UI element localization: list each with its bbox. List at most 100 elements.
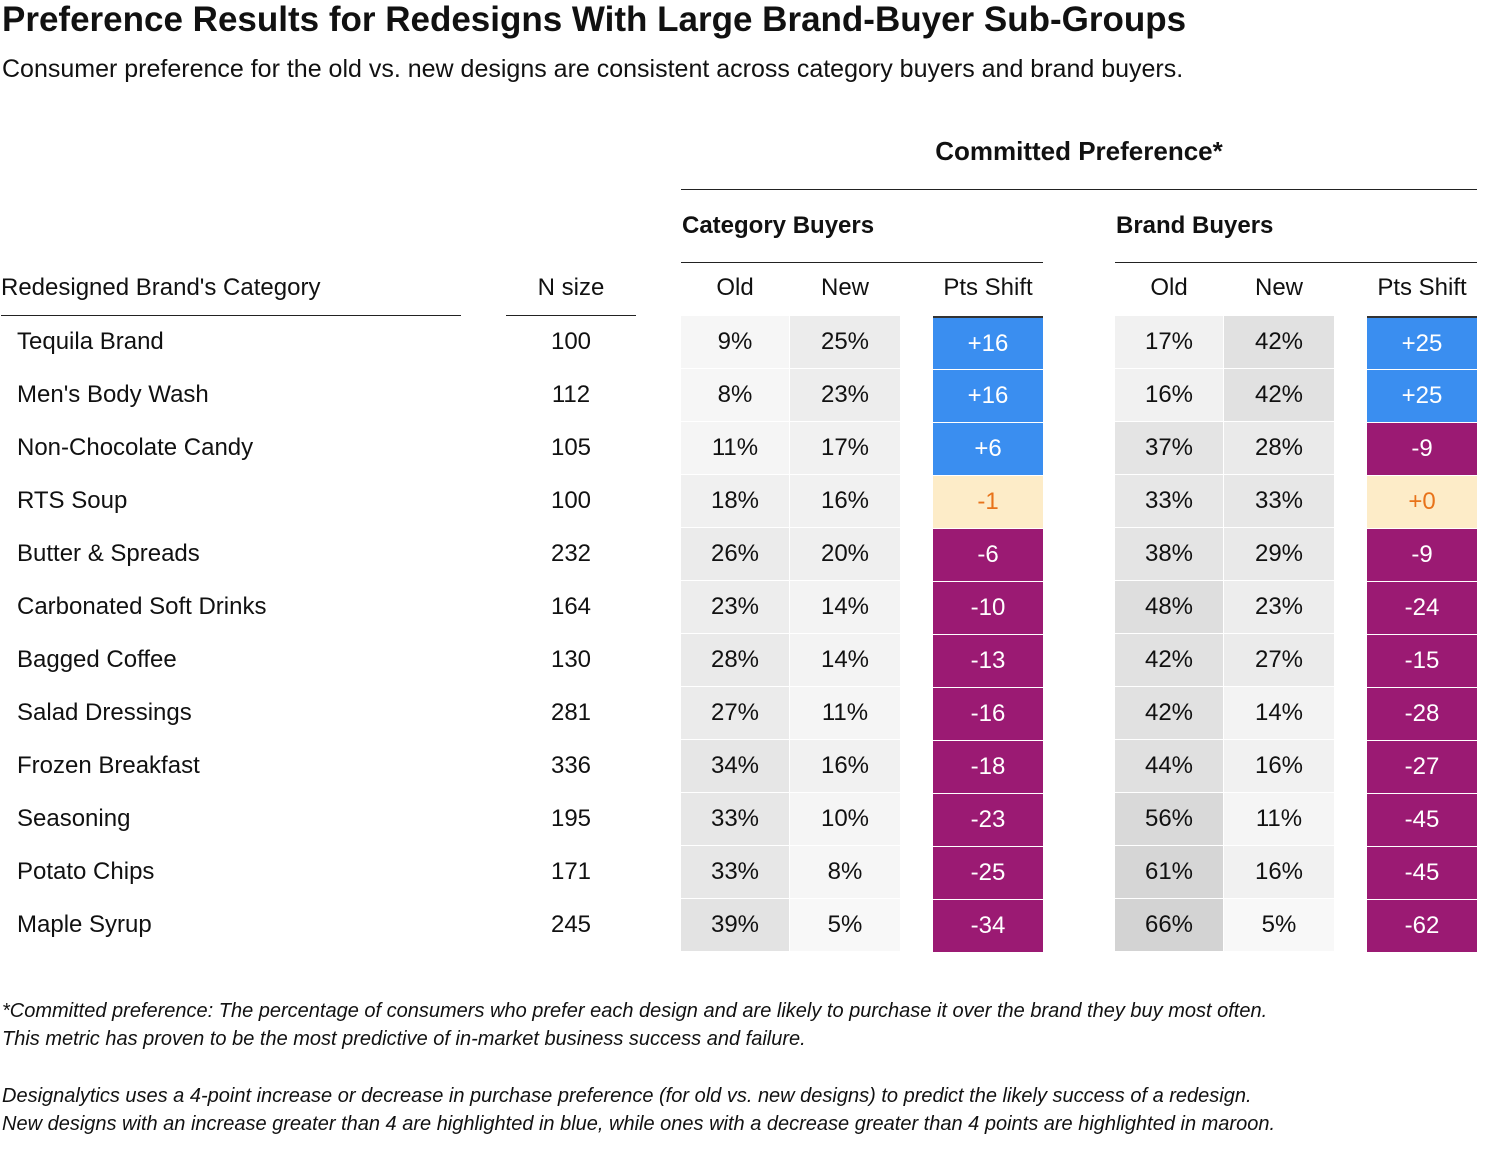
cell-category: Men's Body Wash <box>17 381 209 408</box>
cell-brand-shift: +0 <box>1367 475 1477 528</box>
cell-category: Tequila Brand <box>17 328 164 355</box>
cell-n-size: 105 <box>550 434 592 461</box>
group-header-rule <box>681 189 1477 190</box>
cell-n-size: 232 <box>550 540 592 567</box>
cell-cat-shift: -6 <box>933 528 1043 581</box>
cell-cat-shift: +16 <box>933 369 1043 422</box>
cell-brand-shift: -24 <box>1367 581 1477 634</box>
cell-brand-old: 33% <box>1115 475 1223 527</box>
subgroup-rule-brand <box>1115 262 1477 263</box>
col-header-n-size: N size <box>537 274 605 301</box>
header-rule-n-size <box>506 315 636 316</box>
footnote-1: *Committed preference: The percentage of… <box>2 1000 1268 1022</box>
subgroup-label-category-buyers: Category Buyers <box>682 212 875 239</box>
cell-cat-new: 23% <box>790 369 900 421</box>
cell-brand-old: 16% <box>1115 369 1223 421</box>
cell-cat-shift: -10 <box>933 581 1043 634</box>
cell-cat-new: 16% <box>790 475 900 527</box>
cell-cat-new: 14% <box>790 581 900 633</box>
cell-brand-old: 17% <box>1115 316 1223 368</box>
col-header-brand-new: New <box>1254 274 1303 301</box>
cell-brand-new: 16% <box>1224 846 1334 898</box>
cell-brand-old: 42% <box>1115 687 1223 739</box>
cell-n-size: 171 <box>550 858 592 885</box>
cell-n-size: 164 <box>550 593 592 620</box>
cell-cat-old: 26% <box>681 528 789 580</box>
cell-cat-old: 39% <box>681 899 789 951</box>
cell-brand-new: 29% <box>1224 528 1334 580</box>
cell-brand-shift: -45 <box>1367 846 1477 899</box>
cell-brand-new: 16% <box>1224 740 1334 792</box>
cell-cat-shift: -25 <box>933 846 1043 899</box>
cell-cat-old: 11% <box>681 422 789 474</box>
cell-cat-shift: -18 <box>933 740 1043 793</box>
col-header-brand-old: Old <box>1150 274 1188 301</box>
cell-brand-shift: -45 <box>1367 793 1477 846</box>
cell-brand-old: 44% <box>1115 740 1223 792</box>
cell-n-size: 245 <box>550 911 592 938</box>
cell-cat-shift: -34 <box>933 899 1043 952</box>
cell-cat-new: 11% <box>790 687 900 739</box>
cell-cat-new: 5% <box>790 899 900 951</box>
cell-cat-new: 16% <box>790 740 900 792</box>
cell-cat-new: 8% <box>790 846 900 898</box>
cell-brand-new: 42% <box>1224 316 1334 368</box>
cell-n-size: 130 <box>550 646 592 673</box>
chart-title: Preference Results for Redesigns With La… <box>2 0 1187 39</box>
cell-cat-old: 27% <box>681 687 789 739</box>
col-header-brand-shift: Pts Shift <box>1377 274 1467 301</box>
col-header-category: Redesigned Brand's Category <box>1 274 321 301</box>
cell-cat-old: 33% <box>681 846 789 898</box>
cell-category: Maple Syrup <box>17 911 152 938</box>
cell-category: Salad Dressings <box>17 699 192 726</box>
cell-cat-new: 20% <box>790 528 900 580</box>
cell-n-size: 336 <box>550 752 592 779</box>
cell-brand-old: 38% <box>1115 528 1223 580</box>
cell-brand-old: 42% <box>1115 634 1223 686</box>
col-header-cat-old: Old <box>716 274 754 301</box>
cell-cat-new: 10% <box>790 793 900 845</box>
cell-brand-old: 66% <box>1115 899 1223 951</box>
cell-cat-shift: -13 <box>933 634 1043 687</box>
cell-category: Frozen Breakfast <box>17 752 200 779</box>
cell-cat-shift: -23 <box>933 793 1043 846</box>
cell-category: Carbonated Soft Drinks <box>17 593 267 620</box>
cell-cat-new: 17% <box>790 422 900 474</box>
cell-brand-old: 56% <box>1115 793 1223 845</box>
cell-category: Butter & Spreads <box>17 540 200 567</box>
footnote-3: Designalytics uses a 4-point increase or… <box>2 1085 1252 1107</box>
cell-brand-new: 5% <box>1224 899 1334 951</box>
cell-cat-new: 25% <box>790 316 900 368</box>
cell-cat-old: 23% <box>681 581 789 633</box>
cell-brand-new: 42% <box>1224 369 1334 421</box>
cell-cat-shift: -16 <box>933 687 1043 740</box>
footnote-2: This metric has proven to be the most pr… <box>2 1028 806 1050</box>
header-rule-category <box>1 315 461 316</box>
cell-cat-shift: +6 <box>933 422 1043 475</box>
cell-cat-old: 33% <box>681 793 789 845</box>
cell-category: Potato Chips <box>17 858 155 885</box>
col-header-cat-shift: Pts Shift <box>943 274 1033 301</box>
cell-brand-new: 28% <box>1224 422 1334 474</box>
cell-n-size: 281 <box>550 699 592 726</box>
cell-brand-new: 14% <box>1224 687 1334 739</box>
cell-n-size: 112 <box>551 381 591 408</box>
cell-brand-old: 37% <box>1115 422 1223 474</box>
footnote-4: New designs with an increase greater tha… <box>2 1113 1276 1135</box>
cell-brand-new: 33% <box>1224 475 1334 527</box>
cell-n-size: 100 <box>550 328 592 355</box>
cell-cat-old: 8% <box>681 369 789 421</box>
subgroup-label-brand-buyers: Brand Buyers <box>1116 212 1274 239</box>
subgroup-rule-category <box>681 262 1043 263</box>
cell-category: Non-Chocolate Candy <box>17 434 254 461</box>
cell-cat-old: 9% <box>681 316 789 368</box>
cell-brand-shift: -28 <box>1367 687 1477 740</box>
cell-brand-new: 27% <box>1224 634 1334 686</box>
group-header: Committed Preference* <box>935 136 1223 166</box>
cell-cat-shift: +16 <box>933 316 1043 369</box>
cell-brand-old: 48% <box>1115 581 1223 633</box>
cell-brand-shift: -9 <box>1367 422 1477 475</box>
cell-n-size: 100 <box>550 487 592 514</box>
cell-brand-new: 23% <box>1224 581 1334 633</box>
cell-brand-shift: +25 <box>1367 369 1477 422</box>
